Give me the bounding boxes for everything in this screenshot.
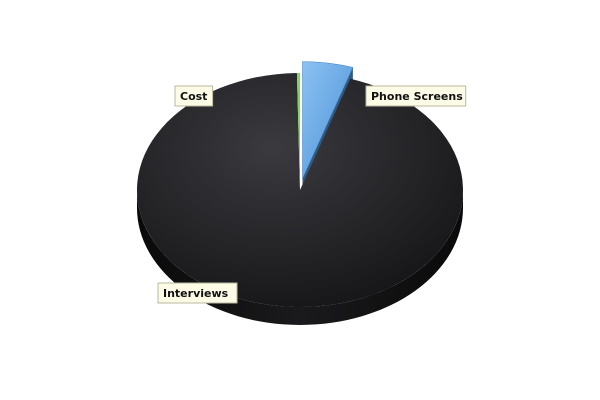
slice-label-text: Interviews xyxy=(163,287,229,300)
slice-label-box xyxy=(365,85,467,107)
slice-label-box xyxy=(174,85,214,107)
pie-label-layer: Phone Screens Interviews Cost xyxy=(157,85,467,304)
pie-slice-interviews xyxy=(136,73,464,307)
slice-label-box xyxy=(157,282,238,304)
pie-top-layer xyxy=(136,61,464,307)
slice-label-text: Cost xyxy=(180,90,207,103)
slice-label-cost: Cost xyxy=(174,85,214,107)
pie-slice-cost xyxy=(296,73,300,190)
slice-label-phone-screens: Phone Screens xyxy=(365,85,467,107)
pie-slice-phone-screens xyxy=(302,61,354,179)
slice-label-interviews: Interviews xyxy=(157,282,238,304)
slice-label-text: Phone Screens xyxy=(371,90,463,103)
